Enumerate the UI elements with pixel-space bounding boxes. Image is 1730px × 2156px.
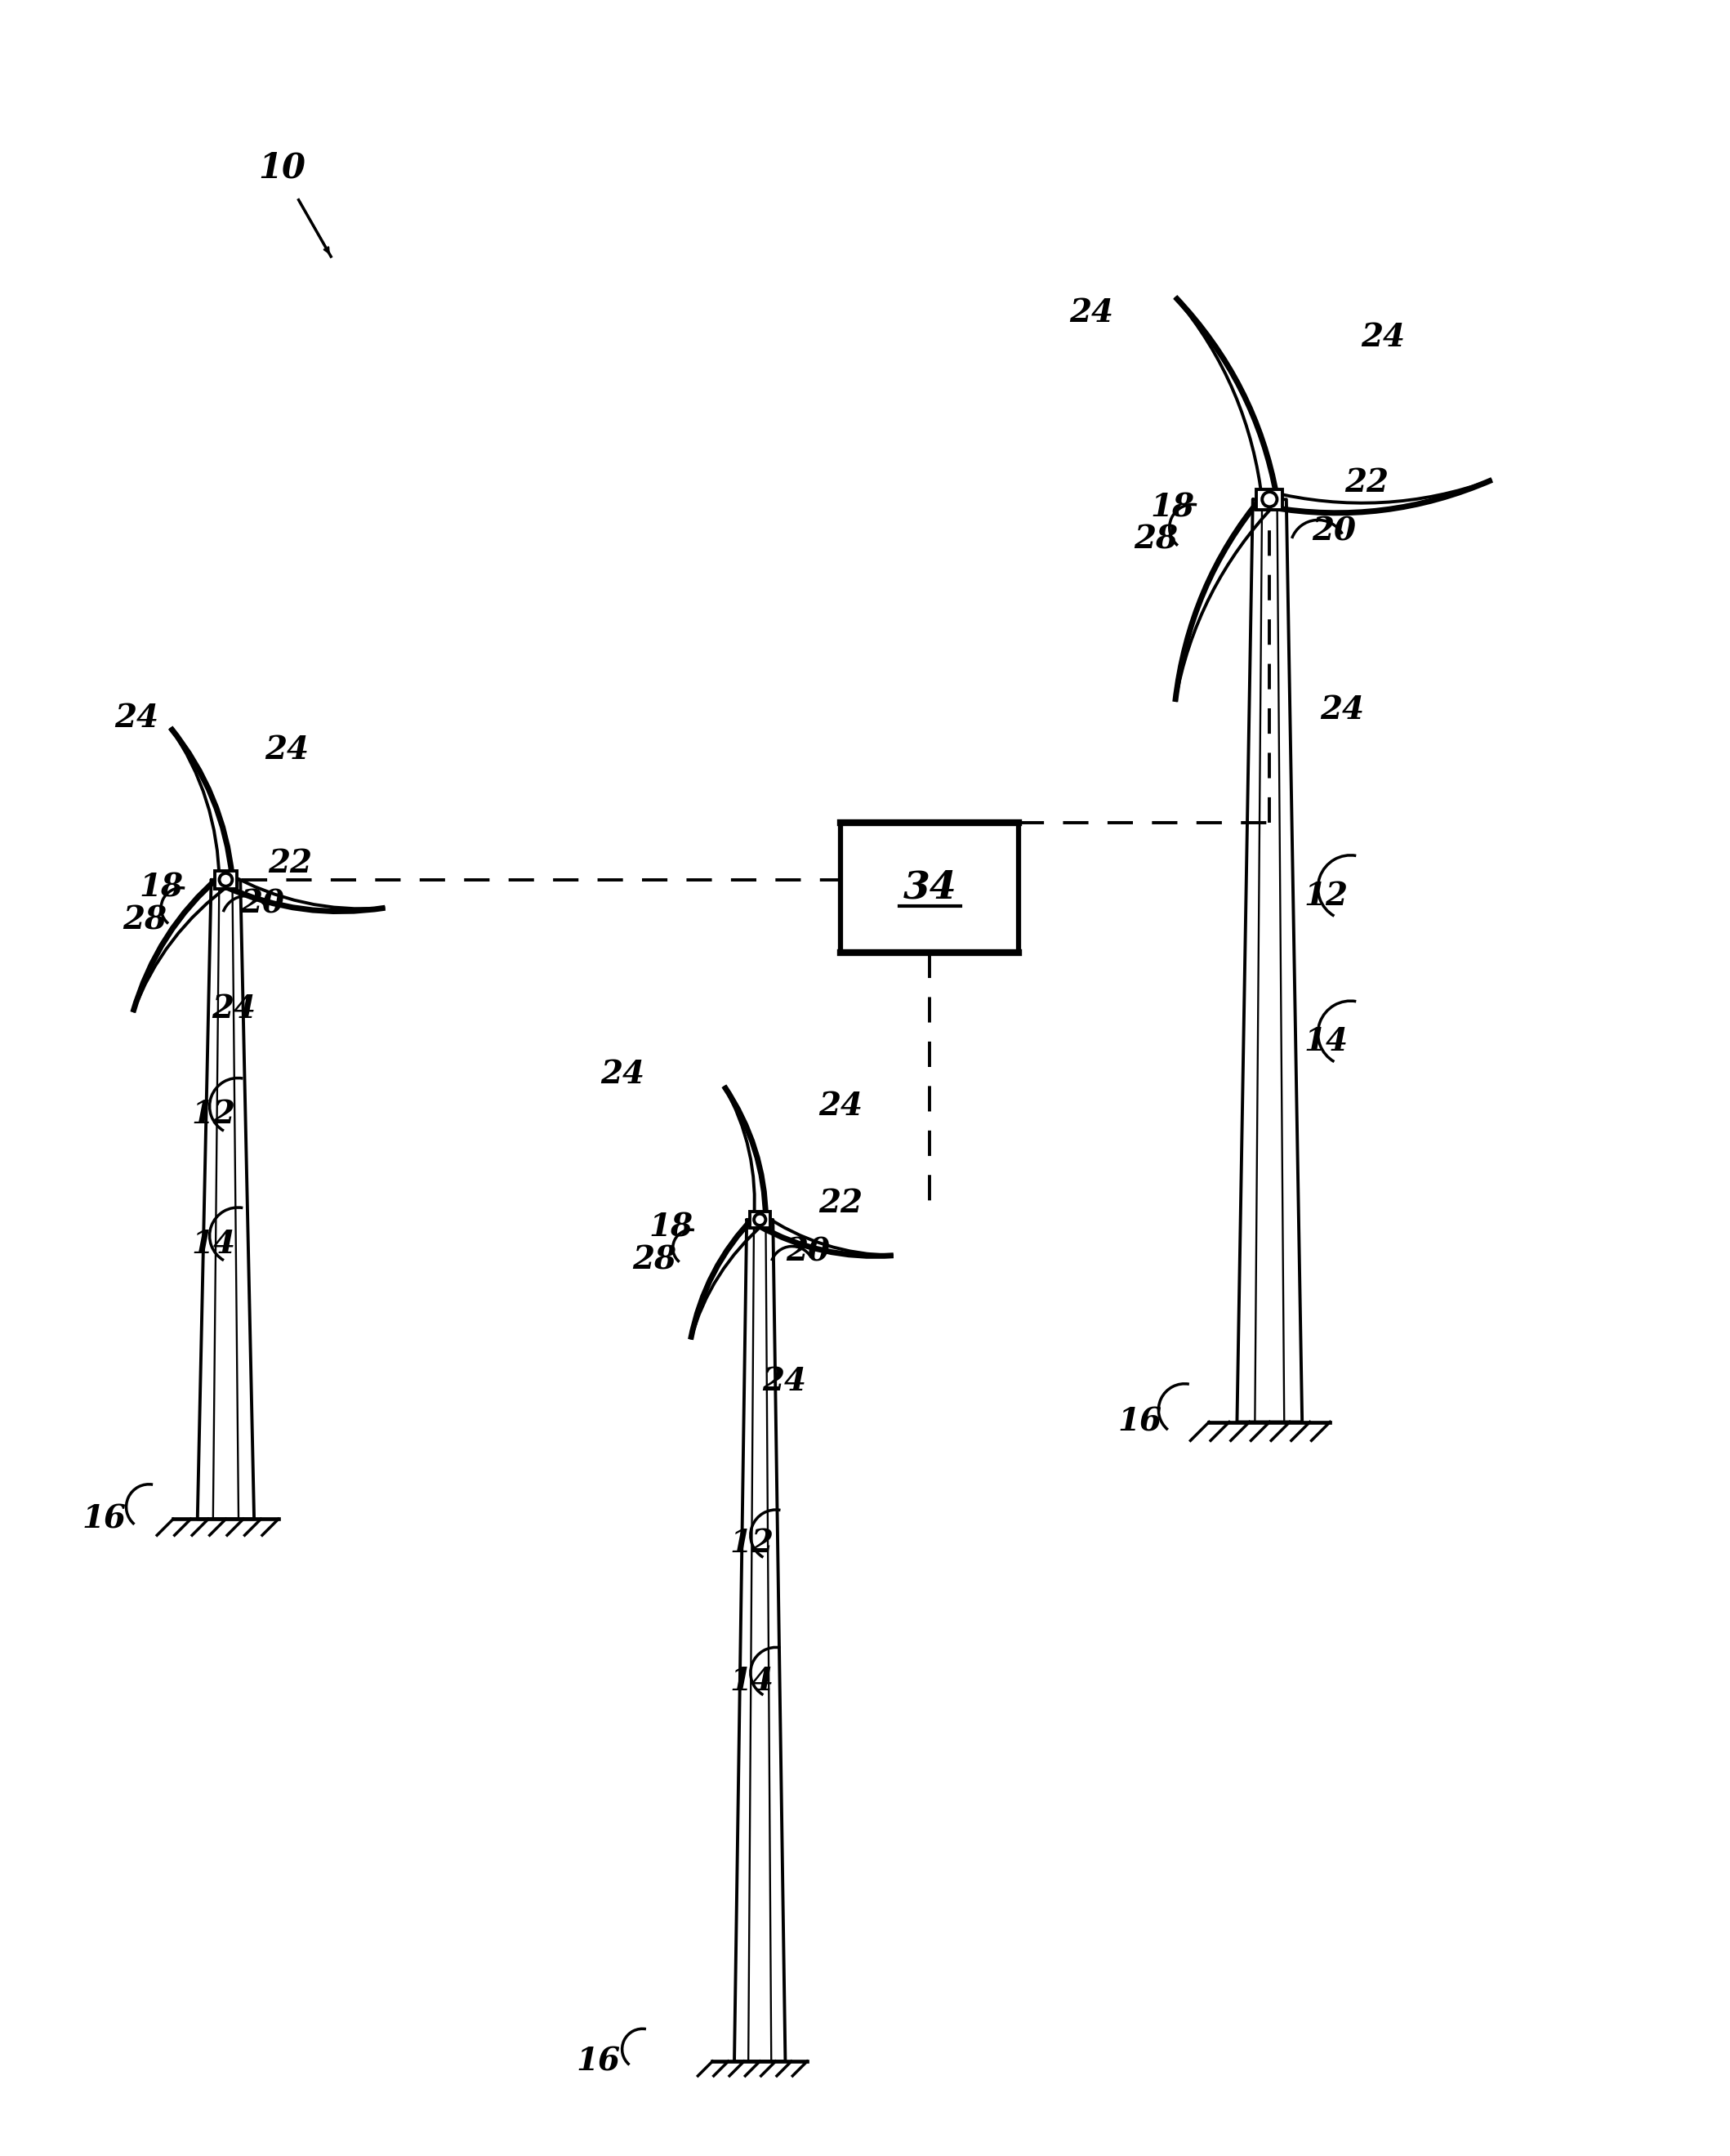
Polygon shape — [734, 1220, 785, 2061]
Text: 24: 24 — [761, 1367, 806, 1397]
Text: 24: 24 — [265, 735, 308, 765]
Text: 20: 20 — [787, 1238, 830, 1268]
Text: 24: 24 — [600, 1059, 644, 1089]
Text: 16: 16 — [83, 1503, 126, 1535]
Text: 28: 28 — [123, 906, 166, 936]
Text: 12: 12 — [1304, 880, 1348, 912]
Text: 16: 16 — [1118, 1406, 1163, 1438]
Text: 28: 28 — [633, 1244, 676, 1276]
Text: 24: 24 — [211, 994, 256, 1024]
Text: 14: 14 — [730, 1664, 773, 1697]
Text: 12: 12 — [192, 1100, 235, 1130]
Text: 24: 24 — [818, 1091, 863, 1121]
Text: 16: 16 — [576, 2046, 619, 2076]
FancyBboxPatch shape — [1256, 489, 1282, 509]
Text: 12: 12 — [730, 1529, 773, 1559]
Text: 22: 22 — [818, 1188, 863, 1218]
FancyBboxPatch shape — [215, 871, 237, 888]
Text: 14: 14 — [1304, 1026, 1348, 1056]
Text: 22: 22 — [1344, 468, 1389, 498]
Polygon shape — [1237, 500, 1303, 1423]
FancyBboxPatch shape — [749, 1212, 770, 1227]
Text: 34: 34 — [903, 869, 957, 908]
Text: 24: 24 — [1069, 298, 1114, 328]
Bar — [841, 824, 1019, 953]
Text: 20: 20 — [240, 888, 284, 918]
Text: 10: 10 — [260, 151, 306, 185]
Text: 20: 20 — [1313, 515, 1356, 548]
Text: 24: 24 — [1320, 694, 1365, 724]
Text: 18: 18 — [1150, 492, 1194, 524]
Text: 28: 28 — [1135, 524, 1178, 556]
Text: 22: 22 — [268, 847, 313, 880]
Text: 14: 14 — [192, 1229, 235, 1259]
Text: 24: 24 — [114, 703, 159, 733]
Text: 18: 18 — [138, 873, 183, 903]
Text: 24: 24 — [1362, 321, 1405, 354]
Text: 18: 18 — [649, 1212, 692, 1244]
Polygon shape — [197, 880, 254, 1520]
